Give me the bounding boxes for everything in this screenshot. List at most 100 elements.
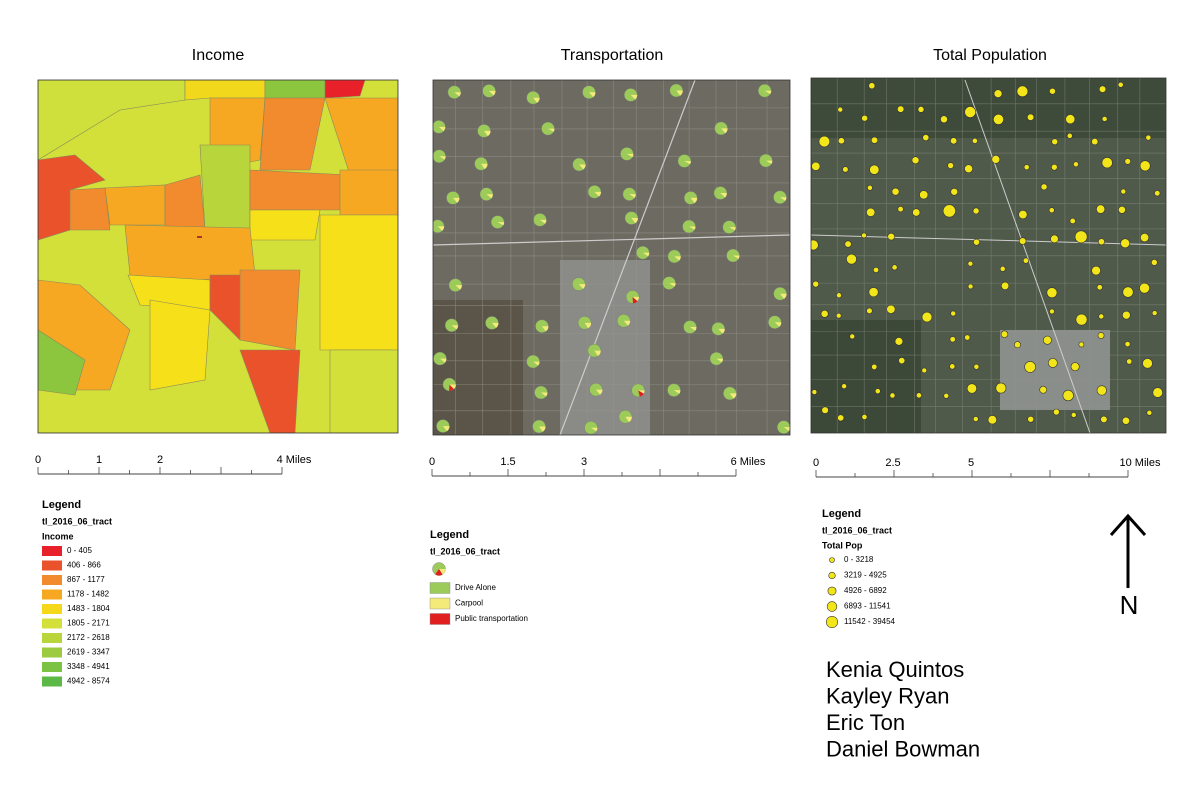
pie-slice: [588, 92, 596, 98]
pop-dot: [866, 207, 876, 217]
pop-dot: [1047, 358, 1058, 368]
pop-dot: [991, 155, 1001, 164]
legend-label: 0 - 405: [67, 546, 92, 555]
pop-dot: [921, 367, 928, 374]
pie-slice: [684, 160, 691, 165]
pop-dot: [868, 82, 876, 90]
legend-field: Total Pop: [822, 540, 863, 550]
pop-dot: [993, 89, 1003, 98]
pop-dot: [1062, 389, 1074, 402]
scale-label: 0: [35, 454, 41, 466]
pop-dot: [972, 416, 979, 422]
pop-dot: [1027, 415, 1035, 423]
pop-dot: [887, 232, 895, 241]
pie-slice: [690, 197, 698, 204]
pop-dot: [1050, 234, 1059, 244]
pop-dot: [1100, 415, 1108, 423]
pop-dot: [870, 136, 879, 144]
pop-dot: [1022, 257, 1029, 264]
legend-swatch: [42, 575, 62, 585]
pop-dot: [1122, 286, 1134, 298]
pop-dot: [1073, 161, 1079, 168]
pop-dot: [1074, 230, 1088, 244]
legend-label: 1483 - 1804: [67, 604, 110, 613]
pop-dot: [874, 388, 881, 395]
north-label: N: [1120, 590, 1139, 620]
pop-dot: [950, 310, 957, 317]
pop-dot: [811, 389, 818, 395]
pie-slice: [642, 252, 650, 257]
pop-dot: [1098, 85, 1107, 93]
pop-dot: [1066, 132, 1073, 139]
pop-dot: [1018, 210, 1028, 220]
pop-dot: [967, 283, 974, 290]
pop-dot: [987, 415, 997, 425]
pie: [433, 120, 446, 134]
pop-dot: [915, 392, 922, 399]
pop-dot: [1096, 284, 1103, 291]
legend-swatch: [42, 618, 62, 629]
pie-slice: [541, 392, 548, 397]
pie-slice: [449, 384, 454, 391]
pie-slice: [594, 191, 602, 197]
pie-slice: [779, 197, 787, 201]
pie-slice: [673, 390, 681, 394]
pop-dot: [947, 162, 954, 169]
pop-dot: [844, 240, 852, 248]
pop-dot: [1065, 114, 1076, 125]
legend-label: 1805 - 2171: [67, 619, 110, 628]
pie-slice: [596, 389, 603, 395]
legend-label: 11542 - 39454: [844, 617, 896, 626]
pop-dot: [1026, 113, 1035, 121]
pop-dot: [866, 307, 873, 315]
pie-slice: [547, 128, 555, 132]
legend-label: 6893 - 11541: [844, 602, 891, 611]
pop-dot: [820, 309, 829, 318]
pop-dot: [821, 406, 829, 414]
pie-slice: [455, 285, 462, 290]
pop-dot: [1124, 158, 1131, 165]
pie-slice: [783, 427, 790, 432]
legend-swatch: [42, 662, 62, 672]
pie-slice: [449, 384, 456, 390]
pop-dot: [867, 184, 873, 191]
pop-dot: [1018, 237, 1027, 245]
pop-dot: [971, 137, 978, 144]
pie-slice: [629, 194, 636, 198]
pie-slice: [626, 153, 634, 158]
legend-label: 4942 - 8574: [67, 677, 110, 686]
pie-slice: [638, 390, 644, 397]
pop-dot: [999, 265, 1006, 272]
legend-layer: tl_2016_06_tract: [822, 525, 892, 535]
legend-label: 3348 - 4941: [67, 662, 110, 671]
pie-slice: [765, 160, 773, 164]
legend-swatch: [42, 604, 62, 614]
pop-dot: [1151, 310, 1158, 316]
pie-slice: [729, 393, 737, 399]
legend-label: 2172 - 2618: [67, 633, 110, 642]
legend-title: Legend: [822, 508, 861, 520]
pop-dot: [973, 363, 980, 370]
pop-dot: [1097, 332, 1105, 339]
pop-dot: [911, 156, 920, 165]
legend-label: 3219 - 4925: [844, 571, 887, 580]
pop-dot: [1146, 409, 1153, 416]
north-arrow: [1109, 513, 1147, 588]
pop-dot: [837, 414, 845, 422]
legend-label: Carpool: [455, 599, 483, 608]
pie-slice: [438, 126, 446, 132]
pop-dot: [861, 414, 868, 420]
pop-dot: [886, 304, 896, 314]
pop-dot: [1024, 361, 1036, 373]
legend-title: Legend: [42, 499, 81, 511]
legend-label: 867 - 1177: [67, 575, 105, 584]
pop-dot: [921, 311, 933, 323]
legend-symbol: [828, 571, 836, 580]
transportation-map: [433, 80, 790, 435]
legend-symbol: [829, 557, 835, 563]
pop-dot: [1121, 416, 1130, 425]
legend-swatch: [429, 582, 451, 594]
pop-dot: [1053, 408, 1060, 416]
legend-swatch: [429, 597, 451, 610]
legend-label: Drive Alone: [455, 583, 496, 592]
